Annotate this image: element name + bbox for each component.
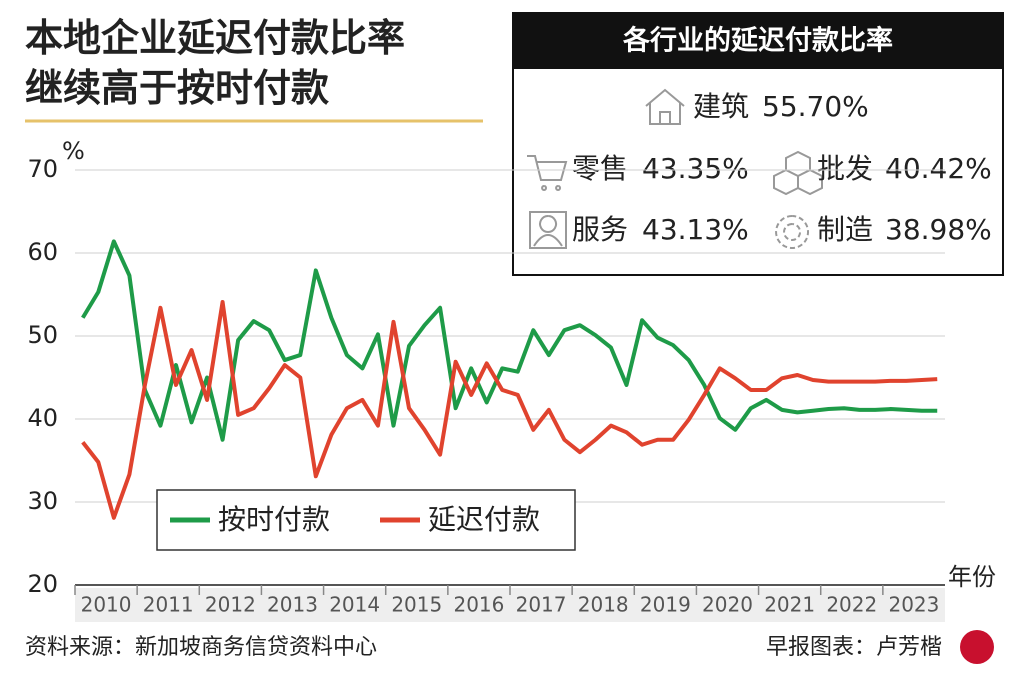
x-tick-label: 2010: [81, 593, 132, 617]
info-box-header: [513, 13, 1003, 69]
y-tick-label: 20: [27, 570, 58, 598]
y-tick-label: 40: [27, 404, 58, 432]
x-tick-label: 2016: [453, 593, 504, 617]
sector-value: 55.70%: [762, 90, 869, 123]
sector-label: 零售: [572, 152, 628, 185]
x-tick-label: 2020: [702, 593, 753, 617]
x-tick-label: 2014: [329, 593, 380, 617]
series-line: [81, 239, 938, 442]
sector-label: 服务: [572, 213, 628, 246]
y-tick-label: 50: [27, 321, 58, 349]
sector-value: 38.98%: [885, 213, 992, 246]
sector-label: 制造: [817, 213, 873, 246]
legend: [156, 489, 576, 551]
plot: 20 30 40 50 60 70 2010 2011 2012 2013 2014 2015 2016…: [27, 155, 945, 617]
x-tick-label: 2022: [826, 593, 877, 617]
y-tick-label: 70: [27, 155, 58, 183]
x-tick-label: 2015: [391, 593, 442, 617]
x-tick-label: 2021: [764, 593, 815, 617]
x-tick-label: 2012: [205, 593, 256, 617]
sector-value: 40.42%: [885, 152, 992, 185]
logo: [960, 630, 994, 664]
x-tick-label: 2017: [516, 593, 567, 617]
source: 资料来源：新加坡商务信贷资料中心: [25, 635, 377, 660]
y-tick-label: 60: [27, 238, 58, 266]
sector-label: 建筑: [693, 90, 749, 123]
sector-value: 43.35%: [642, 152, 749, 185]
gear-icon: [775, 215, 810, 249]
cart-icon: [527, 155, 568, 191]
series-line: [81, 299, 938, 520]
x-tick-label: 2013: [267, 593, 318, 617]
legend-label: 延迟付款: [428, 503, 540, 536]
sector-value: 43.13%: [642, 213, 749, 246]
x-unit: 年份: [948, 563, 996, 591]
x-tick-label: 2019: [640, 593, 691, 617]
credit: 早报图表：卢芳楷: [766, 635, 942, 660]
x-tick-label: 2023: [888, 593, 939, 617]
sector-label: 批发: [817, 152, 873, 185]
person-icon: [529, 211, 567, 249]
legend-label: 按时付款: [218, 503, 330, 536]
y-tick-label: 30: [27, 487, 58, 515]
chart-title: 本地企业延迟付款比率继续高于按时付款: [25, 16, 405, 110]
x-tick-label: 2018: [578, 593, 629, 617]
info-box-title: 各行业的延迟付款比率: [622, 25, 893, 57]
legend-items: 按时付款 延迟付款: [170, 503, 540, 536]
house-icon: [645, 88, 685, 125]
x-tick-label: 2011: [143, 593, 194, 617]
y-unit: %: [62, 137, 85, 165]
